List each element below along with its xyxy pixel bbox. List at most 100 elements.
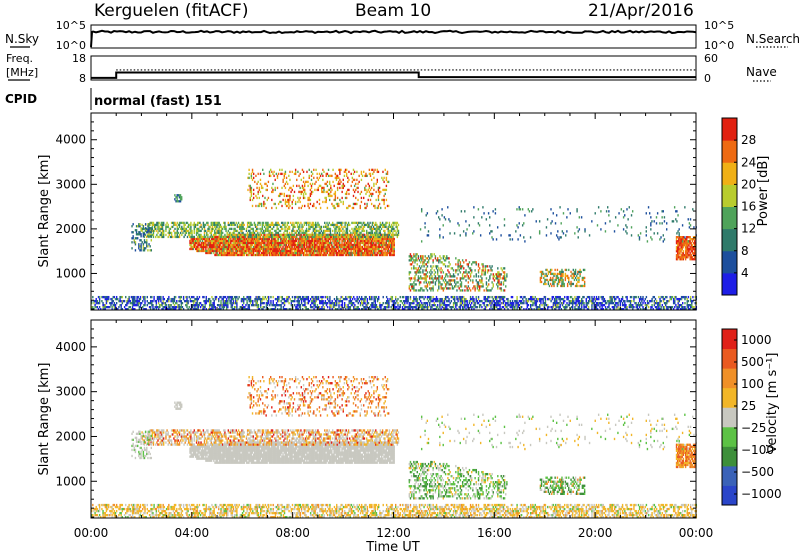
power-cell bbox=[465, 299, 467, 303]
power-cell bbox=[376, 229, 378, 233]
power-cell bbox=[236, 303, 238, 307]
cpid-text: normal (fast) 151 bbox=[94, 94, 222, 109]
power-cell bbox=[449, 301, 451, 305]
power-cell bbox=[141, 223, 143, 227]
power-cell bbox=[604, 305, 607, 309]
power-cell bbox=[324, 299, 327, 303]
power-cell bbox=[205, 237, 207, 241]
power-cell bbox=[262, 307, 264, 311]
power-cell bbox=[152, 305, 154, 309]
power-cell bbox=[234, 227, 236, 231]
power-cell bbox=[113, 307, 116, 311]
power-cell bbox=[369, 221, 371, 225]
power-cell bbox=[335, 227, 337, 231]
power-cell bbox=[305, 305, 307, 309]
power-cell bbox=[439, 301, 441, 305]
power-cell bbox=[261, 307, 263, 311]
power-cell bbox=[235, 251, 238, 255]
power-cell bbox=[379, 221, 382, 225]
power-cell bbox=[208, 307, 211, 311]
power-cell bbox=[473, 301, 475, 305]
power-cell bbox=[252, 251, 255, 255]
power-cell bbox=[684, 305, 686, 309]
power-cell bbox=[368, 297, 371, 301]
power-cell bbox=[204, 237, 206, 241]
power-cell bbox=[494, 303, 497, 307]
power-cell bbox=[171, 297, 173, 301]
power-cell bbox=[173, 303, 176, 307]
power-cell bbox=[381, 221, 384, 225]
power-cell bbox=[105, 299, 108, 303]
power-cell bbox=[561, 297, 564, 301]
power-cell bbox=[482, 301, 484, 305]
power-cell bbox=[223, 253, 225, 257]
power-cell bbox=[249, 299, 252, 303]
power-cell bbox=[200, 225, 202, 229]
power-cell bbox=[260, 303, 262, 307]
power-cell bbox=[163, 305, 165, 309]
power-cell bbox=[198, 247, 200, 251]
power-cell bbox=[500, 301, 502, 305]
power-cell bbox=[494, 305, 497, 309]
power-cell bbox=[621, 297, 624, 301]
power-cell bbox=[567, 295, 569, 299]
power-cell bbox=[671, 295, 674, 299]
power-cell bbox=[300, 299, 303, 303]
power-cell bbox=[316, 297, 319, 301]
power-cell bbox=[385, 241, 387, 245]
power-cell bbox=[149, 301, 152, 305]
power-cell bbox=[234, 243, 237, 247]
power-cell bbox=[456, 301, 458, 305]
power-cell bbox=[241, 303, 244, 307]
power-cell bbox=[439, 303, 441, 307]
power-cell bbox=[338, 233, 341, 237]
power-cell bbox=[207, 249, 209, 253]
power-cell bbox=[326, 221, 328, 225]
power-cell bbox=[212, 303, 214, 307]
power-cell bbox=[365, 295, 367, 299]
power-cell bbox=[198, 249, 200, 253]
power-cell bbox=[630, 295, 633, 299]
power-cell bbox=[314, 305, 316, 309]
power-cell bbox=[233, 247, 235, 251]
power-cell bbox=[138, 301, 141, 305]
power-cell bbox=[499, 305, 501, 309]
power-cell bbox=[111, 305, 113, 309]
power-cell bbox=[233, 305, 236, 309]
power-cell bbox=[232, 245, 234, 249]
power-cell bbox=[198, 237, 200, 241]
power-cell bbox=[296, 295, 298, 299]
power-cell bbox=[366, 229, 368, 233]
power-cell bbox=[108, 305, 110, 309]
power-cell bbox=[466, 299, 468, 303]
power-cell bbox=[350, 231, 352, 235]
power-cell bbox=[314, 227, 317, 231]
power-cell bbox=[461, 307, 464, 311]
power-cell bbox=[617, 301, 619, 305]
power-cell bbox=[383, 239, 385, 243]
power-cell bbox=[317, 307, 320, 311]
power-cell bbox=[551, 295, 553, 299]
power-cell bbox=[214, 243, 216, 247]
power-cell bbox=[391, 295, 394, 299]
power-cell bbox=[578, 303, 581, 307]
power-cell bbox=[530, 305, 532, 309]
power-cell bbox=[268, 237, 271, 241]
power-cell bbox=[375, 221, 377, 225]
power-cell bbox=[213, 299, 215, 303]
power-cell bbox=[657, 301, 659, 305]
power-cell bbox=[619, 299, 622, 303]
power-cell bbox=[516, 295, 518, 299]
power-cell bbox=[350, 295, 353, 299]
power-cell bbox=[540, 307, 542, 311]
power-cell bbox=[213, 303, 215, 307]
power-cell bbox=[329, 297, 331, 301]
power-cell bbox=[592, 301, 594, 305]
power-cell bbox=[395, 301, 397, 305]
power-cell bbox=[401, 307, 404, 311]
power-cell bbox=[305, 231, 308, 235]
power-cell bbox=[178, 303, 180, 307]
power-cell bbox=[459, 305, 462, 309]
power-cell bbox=[258, 235, 260, 239]
power-cell bbox=[693, 305, 695, 309]
